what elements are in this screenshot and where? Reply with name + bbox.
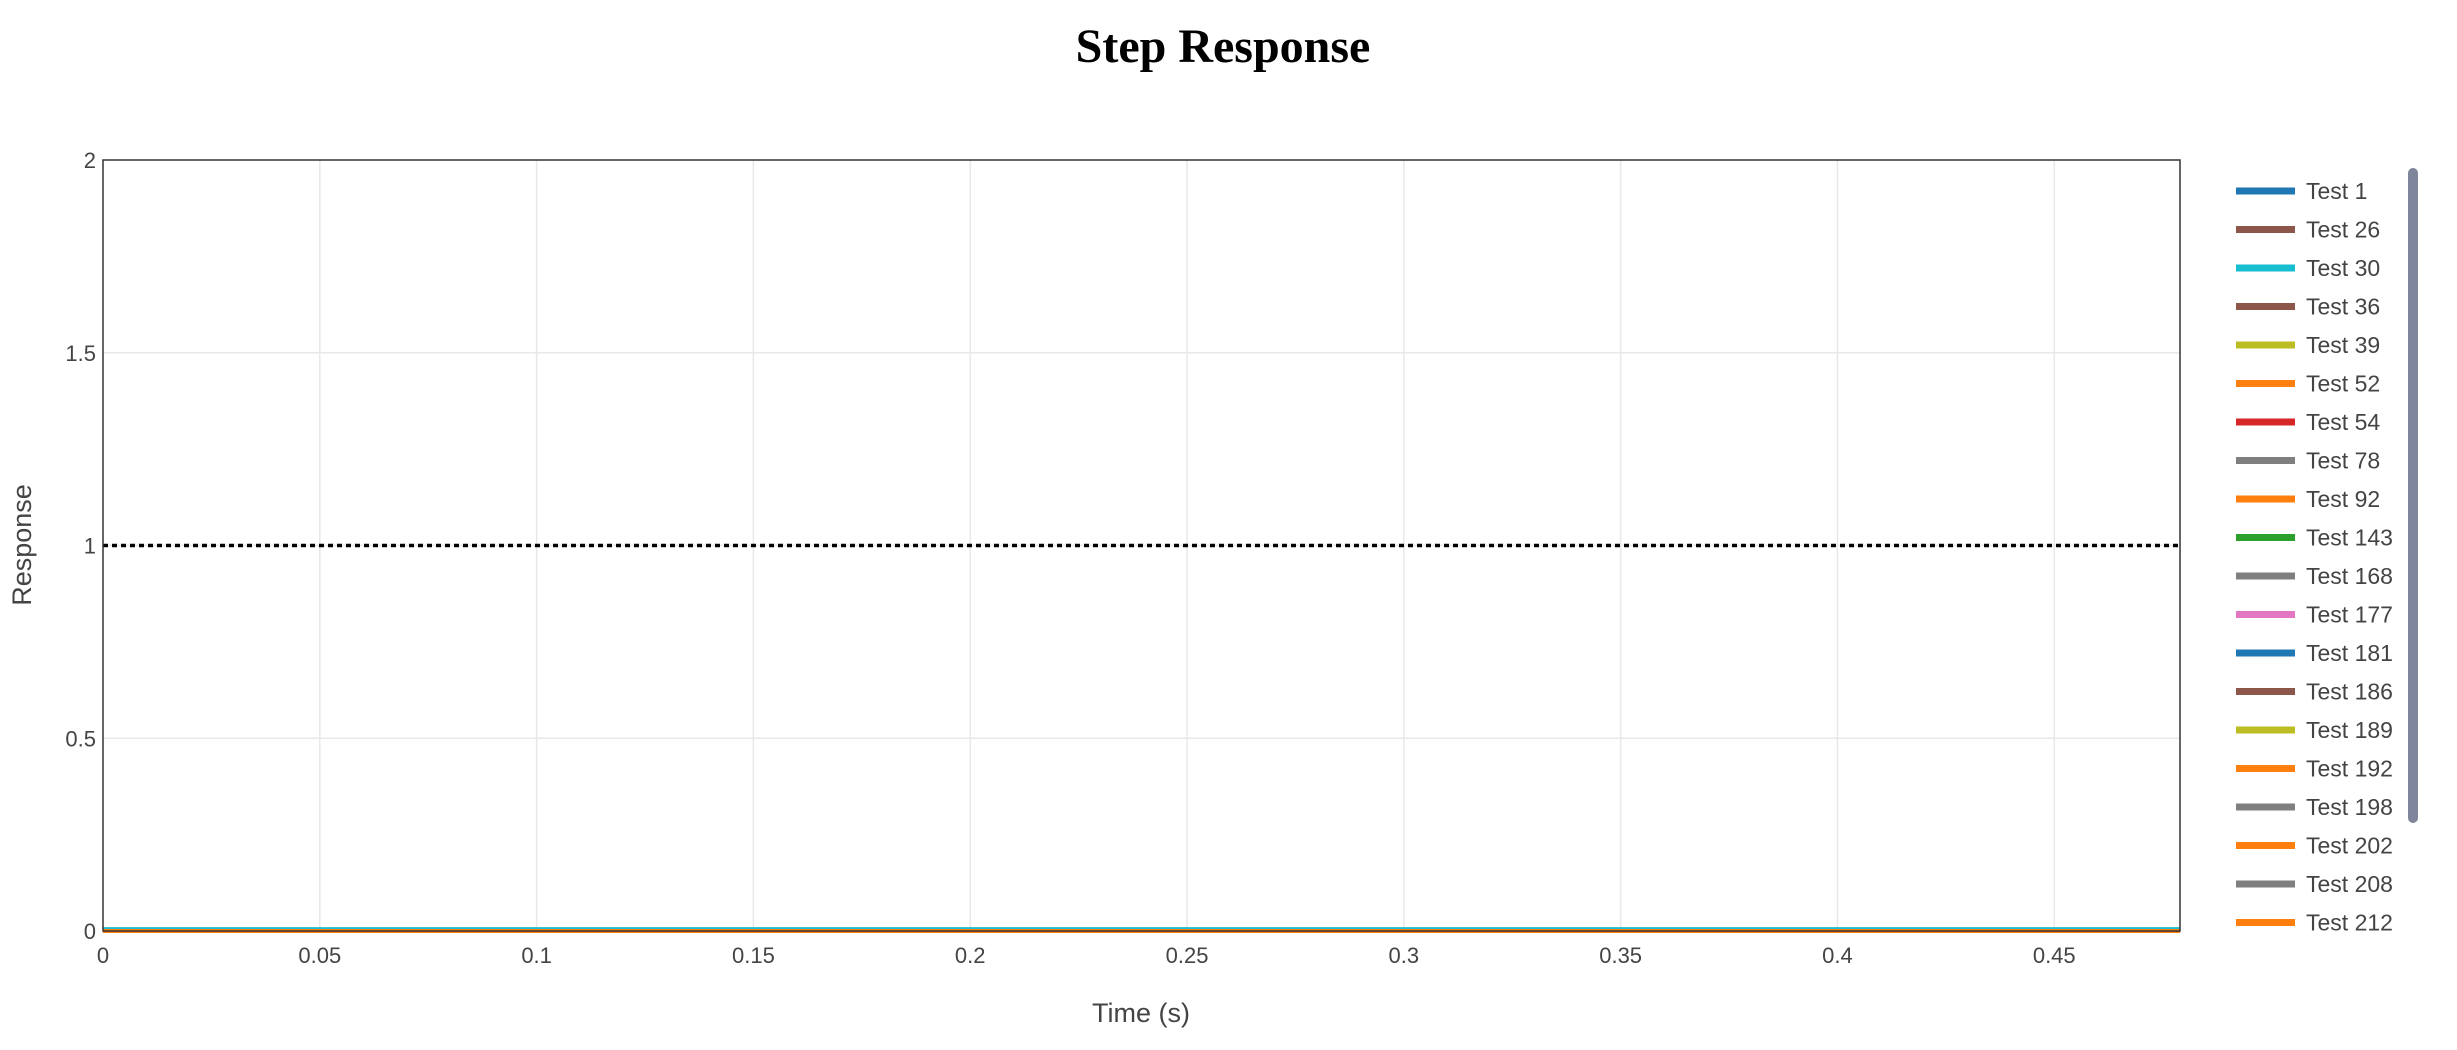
legend-entry[interactable]: Test 198 — [2236, 794, 2393, 820]
legend-label: Test 54 — [2306, 409, 2380, 435]
legend-entry[interactable]: Test 54 — [2236, 409, 2380, 435]
x-tick-label: 0.3 — [1389, 943, 1420, 968]
x-tick-label: 0 — [97, 943, 109, 968]
legend-label: Test 181 — [2306, 640, 2393, 666]
legend-entry[interactable]: Test 177 — [2236, 602, 2393, 628]
legend-entry[interactable]: Test 92 — [2236, 486, 2380, 512]
legend-label: Test 39 — [2306, 332, 2380, 358]
x-tick-label: 0.25 — [1166, 943, 1209, 968]
legend-entry[interactable]: Test 186 — [2236, 679, 2393, 705]
x-tick-label: 0.1 — [521, 943, 552, 968]
legend-label: Test 186 — [2306, 679, 2393, 705]
y-tick-label: 1 — [84, 534, 96, 559]
legend-entry[interactable]: Test 143 — [2236, 525, 2393, 551]
legend-entry[interactable]: Test 181 — [2236, 640, 2393, 666]
legend-entry[interactable]: Test 36 — [2236, 294, 2380, 320]
plot-area — [102, 159, 2181, 933]
legend-label: Test 189 — [2306, 717, 2393, 743]
legend-label: Test 1 — [2306, 178, 2367, 204]
legend-entry[interactable]: Test 168 — [2236, 563, 2393, 589]
y-tick-label: 1.5 — [65, 341, 96, 366]
legend-label: Test 26 — [2306, 217, 2380, 243]
x-tick-label: 0.05 — [298, 943, 341, 968]
legend-entry[interactable]: Test 39 — [2236, 332, 2380, 358]
x-tick-label: 0.15 — [732, 943, 775, 968]
legend-entry[interactable]: Test 1 — [2236, 178, 2367, 204]
legend-entry[interactable]: Test 192 — [2236, 756, 2393, 782]
legend-entry[interactable]: Test 212 — [2236, 910, 2393, 936]
legend-label: Test 208 — [2306, 871, 2393, 897]
legend-label: Test 52 — [2306, 371, 2380, 397]
x-tick-label: 0.4 — [1822, 943, 1853, 968]
legend-entry[interactable]: Test 208 — [2236, 871, 2393, 897]
x-tick-label: 0.45 — [2033, 943, 2076, 968]
legend-label: Test 192 — [2306, 756, 2393, 782]
y-axis-ticks: 0 0.5 1 1.5 2 — [65, 148, 96, 944]
plot-frame — [102, 159, 2181, 932]
legend-label: Test 168 — [2306, 563, 2393, 589]
legend-entry[interactable]: Test 189 — [2236, 717, 2393, 743]
y-axis-label: Response — [7, 484, 37, 606]
legend-label: Test 177 — [2306, 602, 2393, 628]
legend-entry[interactable]: Test 26 — [2236, 217, 2380, 243]
chart-title: Step Response — [1076, 20, 1371, 73]
y-tick-label: 0 — [84, 919, 96, 944]
legend-entry[interactable]: Test 202 — [2236, 833, 2393, 859]
x-axis-ticks: 0 0.05 0.1 0.15 0.2 0.25 0.3 0.35 0.4 0.45 — [97, 943, 2076, 968]
y-tick-label: 2 — [84, 148, 96, 173]
legend-label: Test 202 — [2306, 833, 2393, 859]
legend-entry[interactable]: Test 78 — [2236, 448, 2380, 474]
legend-label: Test 212 — [2306, 910, 2393, 936]
legend-label: Test 92 — [2306, 486, 2380, 512]
legend-entry[interactable]: Test 30 — [2236, 255, 2380, 281]
legend-label: Test 78 — [2306, 448, 2380, 474]
x-axis-label: Time (s) — [1092, 998, 1190, 1028]
legend-label: Test 198 — [2306, 794, 2393, 820]
x-tick-label: 0.2 — [955, 943, 986, 968]
legend-scrollbar[interactable] — [2408, 168, 2418, 823]
legend-label: Test 36 — [2306, 294, 2380, 320]
x-tick-label: 0.35 — [1599, 943, 1642, 968]
legend-entry[interactable]: Test 52 — [2236, 371, 2380, 397]
y-tick-label: 0.5 — [65, 726, 96, 751]
legend-label: Test 143 — [2306, 525, 2393, 551]
legend-label: Test 30 — [2306, 255, 2380, 281]
legend: Test 1 Test 26 Test 30 Test 36 Test 39 Test 5… — [2236, 178, 2393, 936]
